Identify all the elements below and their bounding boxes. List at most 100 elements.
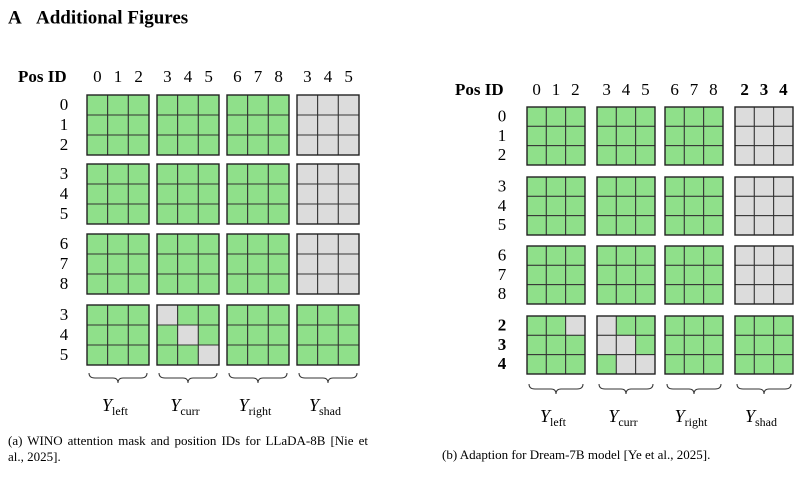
mask-cell bbox=[247, 134, 269, 156]
mask-block bbox=[734, 245, 794, 305]
column-id: 4 bbox=[779, 80, 788, 99]
mask-cell bbox=[296, 253, 319, 275]
mask-cell bbox=[226, 203, 249, 225]
mask-cell bbox=[127, 94, 150, 116]
mask-cell bbox=[683, 264, 705, 286]
mask-cell bbox=[565, 106, 586, 127]
group-label: Yshad bbox=[309, 395, 341, 418]
mask-cell bbox=[177, 94, 199, 116]
mask-cell bbox=[267, 163, 290, 185]
column-id: 3 bbox=[303, 67, 312, 86]
mask-cell bbox=[526, 284, 547, 305]
mask-cell bbox=[664, 176, 685, 197]
mask-cell bbox=[545, 315, 567, 336]
mask-cell bbox=[545, 215, 567, 236]
mask-cell bbox=[683, 106, 705, 127]
mask-cell bbox=[197, 253, 220, 275]
group-subscript: shad bbox=[319, 404, 341, 418]
mask-cell bbox=[226, 253, 249, 275]
mask-cell bbox=[526, 354, 547, 375]
mask-cell bbox=[156, 233, 179, 255]
mask-cell bbox=[107, 134, 129, 156]
mask-cell bbox=[526, 176, 547, 197]
mask-cell bbox=[267, 253, 290, 275]
mask-cell bbox=[753, 284, 775, 305]
mask-cell bbox=[86, 114, 109, 136]
mask-cell bbox=[86, 183, 109, 205]
mask-cell bbox=[703, 106, 724, 127]
mask-cell bbox=[615, 245, 637, 266]
mask-cell bbox=[615, 145, 637, 166]
mask-block bbox=[296, 233, 360, 295]
mask-cell bbox=[753, 354, 775, 375]
mask-block bbox=[734, 176, 794, 236]
mask-block bbox=[156, 94, 220, 156]
mask-cell bbox=[734, 315, 755, 336]
mask-cell bbox=[156, 253, 179, 275]
mask-block bbox=[86, 304, 150, 366]
mask-cell bbox=[664, 106, 685, 127]
mask-cell bbox=[773, 334, 794, 356]
mask-cell bbox=[703, 245, 724, 266]
mask-cell bbox=[156, 324, 179, 346]
mask-cell bbox=[683, 334, 705, 356]
mask-cell bbox=[86, 273, 109, 295]
mask-cell bbox=[226, 94, 249, 116]
mask-cell bbox=[197, 203, 220, 225]
mask-cell bbox=[317, 203, 339, 225]
mask-cell bbox=[545, 264, 567, 286]
mask-cell bbox=[753, 264, 775, 286]
mask-block bbox=[526, 106, 586, 166]
mask-block bbox=[226, 233, 290, 295]
mask-cell bbox=[267, 134, 290, 156]
mask-cell bbox=[526, 334, 547, 356]
mask-cell bbox=[226, 163, 249, 185]
mask-cell bbox=[615, 334, 637, 356]
mask-cell bbox=[127, 253, 150, 275]
mask-cell bbox=[107, 324, 129, 346]
mask-cell bbox=[664, 264, 685, 286]
mask-block bbox=[664, 315, 724, 375]
mask-cell bbox=[703, 264, 724, 286]
mask-cell bbox=[177, 134, 199, 156]
mask-cell bbox=[337, 233, 360, 255]
mask-cell bbox=[226, 324, 249, 346]
mask-cell bbox=[545, 195, 567, 217]
mask-cell bbox=[615, 215, 637, 236]
column-id: 5 bbox=[641, 80, 650, 99]
mask-cell bbox=[127, 183, 150, 205]
mask-cell bbox=[664, 125, 685, 147]
mask-cell bbox=[565, 334, 586, 356]
mask-cell bbox=[267, 304, 290, 326]
mask-cell bbox=[635, 176, 656, 197]
row-id: 8 bbox=[60, 274, 69, 293]
mask-cell bbox=[337, 304, 360, 326]
column-id: 8 bbox=[709, 80, 718, 99]
mask-cell bbox=[296, 344, 319, 366]
mask-cell bbox=[703, 215, 724, 236]
group-subscript: left bbox=[550, 415, 567, 429]
mask-cell bbox=[565, 264, 586, 286]
mask-cell bbox=[156, 183, 179, 205]
mask-cell bbox=[615, 125, 637, 147]
mask-cell bbox=[296, 163, 319, 185]
column-id: 4 bbox=[622, 80, 631, 99]
mask-cell bbox=[703, 145, 724, 166]
mask-cell bbox=[635, 195, 656, 217]
mask-cell bbox=[596, 354, 617, 375]
mask-cell bbox=[753, 125, 775, 147]
mask-cell bbox=[296, 94, 319, 116]
group-label: Ycurr bbox=[608, 406, 637, 429]
mask-cell bbox=[337, 94, 360, 116]
row-id: 4 bbox=[498, 196, 507, 215]
mask-cell bbox=[197, 163, 220, 185]
mask-cell bbox=[86, 134, 109, 156]
mask-cell bbox=[565, 284, 586, 305]
mask-cell bbox=[267, 94, 290, 116]
mask-cell bbox=[107, 183, 129, 205]
group-symbol: Y bbox=[675, 406, 687, 426]
column-id: 6 bbox=[233, 67, 242, 86]
mask-block bbox=[596, 176, 656, 236]
group-symbol: Y bbox=[540, 406, 552, 426]
